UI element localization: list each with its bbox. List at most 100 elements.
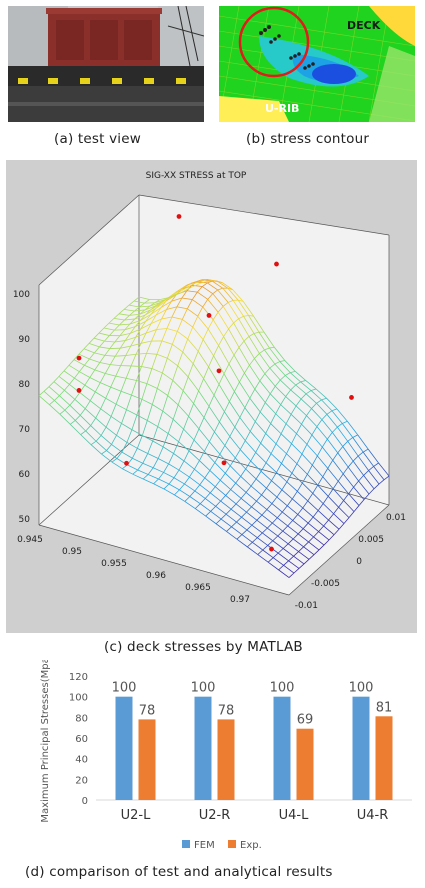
surface-mesh-line [274,347,286,361]
surface-mesh-line [236,516,242,523]
surface-mesh-line [213,384,220,396]
surface-mesh-line [279,375,286,381]
surface-mesh-line [199,498,206,504]
surface-mesh-line [198,390,210,407]
surface-mesh-line [167,380,174,396]
surface-mesh-line [116,451,123,459]
surface-mesh-line [311,408,323,420]
surface-mesh-line [293,568,300,574]
surface-mesh-line [70,420,76,425]
surface-mesh-line [290,405,297,415]
surface-mesh-line [90,400,101,410]
surface-mesh-line [89,358,100,363]
surface-mesh-line [205,498,216,507]
surface-mesh-line [296,463,308,475]
surface-mesh-line [343,493,349,501]
surface-mesh-line [283,560,289,566]
surface-mesh-line [253,331,260,334]
surface-mesh-line [306,464,313,475]
surface-mesh-line [166,328,178,332]
surface-y-tick: 0.005 [358,535,384,545]
surface-mesh-line [287,505,299,515]
surface-mesh-line [185,281,197,289]
surface-mesh-line [126,429,133,443]
surface-mesh-line [161,340,173,345]
surface-mesh-line [131,380,137,396]
surface-mesh-line [203,366,209,379]
surface-mesh-line [232,300,244,317]
surface-mesh-line [124,333,131,341]
surface-mesh-line [219,445,226,455]
surface-mesh-line [99,362,111,366]
surface-mesh-line [230,489,242,499]
surface-mesh-line [212,311,219,320]
surface-mesh-line [43,386,50,392]
surface-mesh-line [119,332,131,337]
surface-mesh-line [224,465,231,474]
surface-mesh-line [153,478,159,485]
surface-mesh-line [270,443,277,454]
surface-mesh-line [337,473,344,482]
surface-mesh-line [353,480,359,488]
surface-mesh-line [211,280,223,284]
surface-mesh-line [316,403,328,415]
surface-mesh-line [131,394,143,400]
surface-mesh-line [199,477,206,485]
surface-mesh-line [124,326,136,331]
surface-mesh-line [144,305,156,311]
surface-mesh-line [312,510,319,518]
surface-mesh-line [103,322,110,329]
surface-mesh-line [151,368,163,374]
surface-mesh-line [194,490,206,499]
surface-mesh-line [238,318,250,337]
urib-label: U-RIB [265,102,300,115]
surface-mesh-line [124,315,130,321]
surface-mesh-line [208,366,220,385]
surface-mesh-line [191,279,203,284]
surface-mesh-line [162,446,174,454]
surface-mesh-line [163,472,175,479]
surface-mesh-line [187,326,194,340]
surface-mesh-line [113,317,125,321]
surface-mesh-line [312,484,319,494]
surface-mesh-line [278,565,284,571]
bar-y-tick: 120 [69,672,88,683]
surface-mesh-line [306,408,312,416]
surface-mesh-line [134,306,140,312]
surface-mesh-line [188,416,200,430]
surface-mesh-line [307,522,319,532]
surface-mesh-line [347,437,353,442]
bar-value-label: 78 [218,703,235,718]
surface-mesh-line [368,470,380,485]
surface-mesh-line [237,299,249,316]
bar-exp [217,719,235,800]
surface-mesh-line [182,319,193,328]
surface-mesh-line [175,285,187,293]
surface-mesh-line [109,329,115,336]
surface-mesh-line [199,484,211,494]
bar-category-label: U4-L [279,808,309,823]
surface-mesh-line [285,414,292,424]
surface-mesh-line [171,294,177,302]
surface-mesh-line [332,488,344,501]
surface-mesh-line [173,453,185,462]
surface-mesh-line [155,309,167,316]
surface-mesh-line [166,316,173,329]
surface-mesh-line [100,398,107,409]
surface-mesh-line [348,511,355,518]
surface-mesh-line [98,332,110,336]
surface-mesh-line [270,413,277,424]
surface-mesh-line [137,463,144,471]
surface-mesh-line [245,468,257,480]
surface-mesh-line [236,538,248,548]
surface-mesh-line [202,286,213,294]
surface-mesh-line [352,434,358,438]
surface-mesh-line [275,443,287,455]
surface-mesh-line [282,525,289,532]
surface-mesh-line [233,347,240,356]
surface-mesh-line [230,508,242,518]
surface-mesh-line [157,388,168,396]
surface-mesh-line [157,458,169,465]
surface-mesh-line [277,530,284,537]
caption-a: (a) test view [54,131,142,147]
